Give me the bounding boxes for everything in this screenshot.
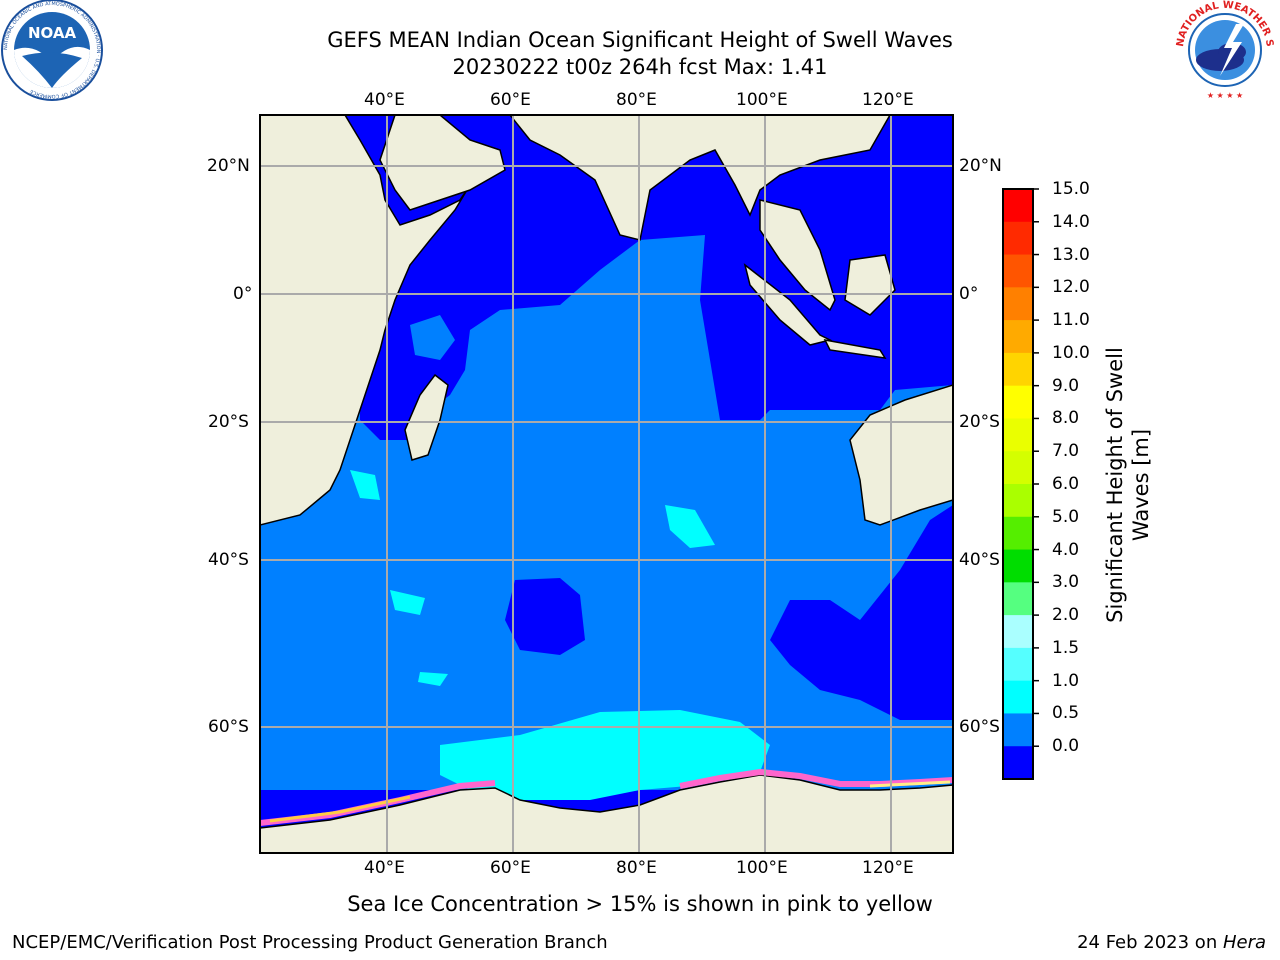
lon-tick-bottom: 120°E — [862, 858, 914, 878]
ocean-high-swell — [440, 710, 770, 800]
colorbar-segment — [1003, 320, 1033, 354]
colorbar-tick-label: 8.0 — [1052, 408, 1080, 429]
colorbar-tick-label: 13.0 — [1052, 244, 1090, 265]
colorbar-segment — [1003, 254, 1033, 288]
land-southeast-asia — [759, 199, 836, 312]
lat-tick-right: 40°S — [959, 550, 1000, 570]
sea-ice-note: Sea Ice Concentration > 15% is shown in … — [347, 892, 933, 916]
colorbar-tick-label: 9.0 — [1052, 375, 1080, 396]
lat-tick-right: 20°S — [959, 412, 1000, 432]
ocean-low-swell-southeast — [770, 505, 953, 720]
colorbar-segment — [1003, 549, 1033, 583]
lon-tick-bottom: 60°E — [490, 858, 531, 878]
footer-credit: NCEP/EMC/Verification Post Processing Pr… — [12, 932, 608, 953]
colorbar-tick-label: 4.0 — [1052, 539, 1080, 560]
nws-logo: NATIONAL WEATHER SERVICE ★ ★ ★ ★ — [1170, 0, 1275, 100]
colorbar-segment — [1003, 484, 1033, 518]
colorbar-label-line2: Waves [m] — [1129, 428, 1153, 542]
land-arabia — [379, 115, 506, 211]
colorbar-tick-label: 12.0 — [1052, 277, 1090, 298]
colorbar-tick-label: 0.5 — [1052, 703, 1080, 724]
lon-tick-top: 40°E — [364, 90, 405, 110]
colorbar-segment — [1003, 221, 1033, 256]
colorbar-segment — [1003, 352, 1033, 387]
colorbar-tick-label: 3.0 — [1052, 572, 1080, 593]
lat-tick-left: 20°S — [208, 412, 249, 432]
land-australia — [849, 384, 953, 526]
land-antarctica — [260, 774, 953, 853]
land-madagascar — [404, 373, 449, 461]
colorbar-segment — [1003, 516, 1033, 551]
svg-text:NOAA: NOAA — [28, 24, 77, 42]
colorbar-tick-label: 11.0 — [1052, 310, 1090, 331]
lon-tick-top: 60°E — [490, 90, 531, 110]
svg-text:★ ★ ★ ★: ★ ★ ★ ★ — [1207, 91, 1243, 100]
colorbar-segment — [1003, 647, 1033, 682]
lat-tick-left: 20°N — [207, 156, 250, 176]
colorbar-segment — [1003, 582, 1033, 616]
colorbar-segment — [1003, 451, 1033, 485]
lat-tick-right: 60°S — [959, 717, 1000, 737]
colorbar-segment — [1003, 680, 1033, 714]
footer-date-text: 24 Feb 2023 on — [1077, 932, 1223, 953]
colorbar-tick-label: 1.0 — [1052, 670, 1080, 691]
colorbar-segment — [1003, 287, 1033, 321]
lon-tick-bottom: 40°E — [364, 858, 405, 878]
colorbar-tick-label: 5.0 — [1052, 506, 1080, 527]
colorbar-tick-label: 7.0 — [1052, 441, 1080, 462]
colorbar-tick-label: 6.0 — [1052, 474, 1080, 494]
colorbar-tick-label: 1.5 — [1052, 637, 1080, 658]
chart-title: GEFS MEAN Indian Ocean Significant Heigh… — [327, 28, 953, 52]
land-india — [509, 115, 891, 241]
colorbar-segment — [1003, 189, 1033, 223]
lat-tick-right: 0° — [959, 284, 979, 304]
colorbar-tick-label: 15.0 — [1052, 179, 1090, 199]
colorbar-segment — [1003, 385, 1033, 419]
colorbar-tick-label: 14.0 — [1052, 211, 1090, 232]
footer-date: 24 Feb 2023 on Hera — [1077, 932, 1266, 954]
lon-tick-top: 80°E — [616, 90, 657, 110]
colorbar-segment — [1003, 746, 1033, 780]
ocean-low-swell-north — [340, 115, 953, 440]
lon-tick-top: 100°E — [736, 90, 788, 110]
colorbar-tick-label: 10.0 — [1052, 342, 1090, 363]
lon-tick-bottom: 80°E — [616, 858, 657, 878]
ocean-low-swell-patch — [505, 578, 585, 655]
lat-tick-left: 0° — [233, 284, 253, 304]
lon-tick-bottom: 100°E — [736, 858, 788, 878]
colorbar-segment — [1003, 418, 1033, 452]
map-frame — [259, 114, 954, 854]
colorbar-tick-label: 0.0 — [1052, 736, 1080, 757]
lat-tick-right: 20°N — [959, 156, 1002, 176]
gridlines — [260, 115, 953, 853]
colorbar — [1002, 188, 1039, 780]
noaa-logo: NOAA NATIONAL OCEANIC AND ATMOSPHERIC AD… — [1, 0, 103, 101]
lat-tick-left: 40°S — [208, 550, 249, 570]
footer-host: Hera — [1222, 932, 1266, 953]
chart-subtitle: 20230222 t00z 264h fcst Max: 1.41 — [452, 55, 828, 79]
map-field — [260, 115, 953, 853]
colorbar-segment — [1003, 615, 1033, 649]
land-sumatra — [743, 263, 833, 346]
colorbar-segment — [1003, 713, 1033, 747]
colorbar-tick-label: 2.0 — [1052, 605, 1080, 626]
colorbar-label-line1: Significant Height of Swell — [1103, 347, 1127, 623]
lon-tick-top: 120°E — [862, 90, 914, 110]
lat-tick-left: 60°S — [208, 717, 249, 737]
